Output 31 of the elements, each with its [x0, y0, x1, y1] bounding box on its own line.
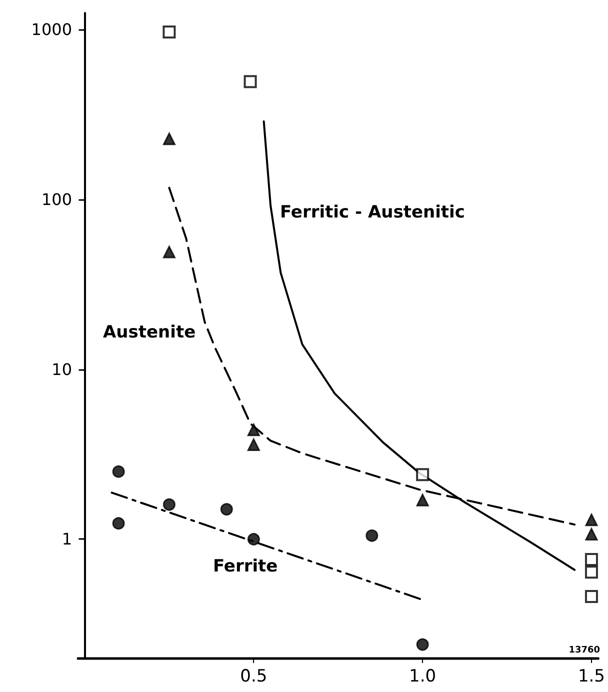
point [584, 590, 598, 604]
annotation: Ferritic - Austenitic [280, 202, 465, 222]
point [162, 132, 176, 146]
point [247, 532, 260, 546]
point [366, 529, 378, 542]
point [247, 424, 260, 436]
y-tick-label: 1 [62, 530, 72, 549]
point [112, 517, 125, 530]
point [247, 438, 260, 451]
point [585, 528, 598, 540]
point [220, 503, 233, 516]
point [416, 468, 430, 482]
y-tick-label: 1000 [31, 20, 72, 39]
point [162, 25, 176, 38]
y-tick-label: 10 [52, 360, 72, 379]
annotation: Austenite [103, 322, 196, 342]
x-tick-label: 1.5 [578, 666, 606, 686]
point [416, 494, 429, 506]
point [584, 566, 598, 579]
point [244, 75, 257, 88]
point [112, 465, 125, 478]
point [416, 638, 429, 651]
x-tick-label: 1.0 [409, 666, 436, 686]
x-tick-label: 0.5 [240, 666, 268, 686]
point [162, 498, 176, 511]
point [162, 246, 176, 258]
point [584, 552, 598, 566]
annotation: 13760 [568, 646, 600, 656]
annotation: Ferrite [213, 556, 278, 576]
y-tick-label: 100 [41, 190, 72, 209]
point [585, 514, 598, 526]
